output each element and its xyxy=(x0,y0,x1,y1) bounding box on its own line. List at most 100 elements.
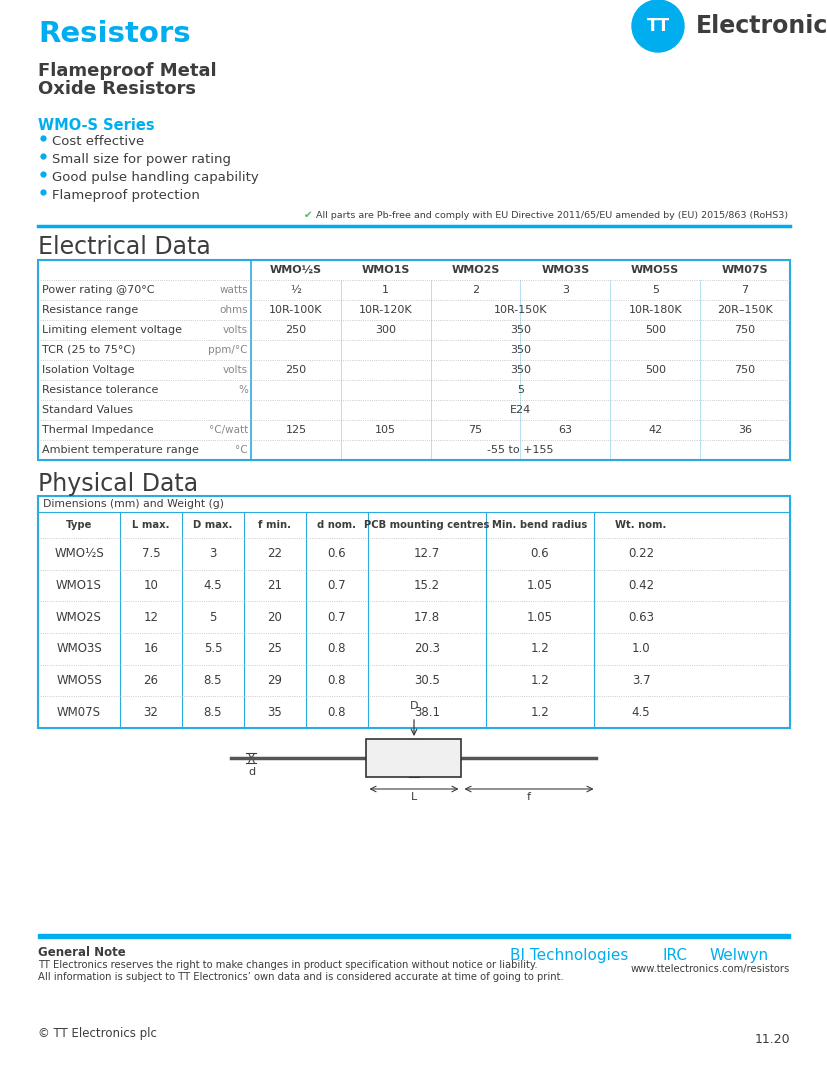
Text: WMO½S: WMO½S xyxy=(270,265,322,274)
Text: Standard Values: Standard Values xyxy=(42,405,133,415)
Text: Electrical Data: Electrical Data xyxy=(38,235,211,260)
Text: Cost effective: Cost effective xyxy=(52,135,144,148)
Text: TCR (25 to 75°C): TCR (25 to 75°C) xyxy=(42,345,136,355)
Text: Resistance tolerance: Resistance tolerance xyxy=(42,384,158,395)
Text: 10R-150K: 10R-150K xyxy=(493,305,547,315)
Text: 38.1: 38.1 xyxy=(414,706,439,719)
Text: 22: 22 xyxy=(267,547,282,561)
Text: Flameproof Metal: Flameproof Metal xyxy=(38,62,217,80)
Text: 25: 25 xyxy=(267,642,282,656)
Text: 350: 350 xyxy=(509,325,530,335)
Text: 75: 75 xyxy=(468,425,482,435)
Text: Ambient temperature range: Ambient temperature range xyxy=(42,445,198,455)
Text: TT: TT xyxy=(646,17,669,35)
Text: 30.5: 30.5 xyxy=(414,674,439,687)
Text: 0.7: 0.7 xyxy=(327,611,346,624)
Text: WMO½S: WMO½S xyxy=(54,547,103,561)
Text: 1.2: 1.2 xyxy=(530,706,548,719)
Text: 250: 250 xyxy=(285,325,306,335)
Text: 35: 35 xyxy=(267,706,282,719)
Text: °C: °C xyxy=(235,445,248,455)
Text: L max.: L max. xyxy=(132,520,170,530)
Text: PCB mounting centres: PCB mounting centres xyxy=(364,520,489,530)
Text: 26: 26 xyxy=(143,674,158,687)
Text: %: % xyxy=(238,384,248,395)
Text: 0.8: 0.8 xyxy=(327,674,346,687)
Text: 0.8: 0.8 xyxy=(327,706,346,719)
Text: 0.42: 0.42 xyxy=(627,579,653,592)
Text: Resistors: Resistors xyxy=(38,20,190,48)
Text: 750: 750 xyxy=(734,325,755,335)
Text: WMO5S: WMO5S xyxy=(630,265,679,274)
Text: -55 to +155: -55 to +155 xyxy=(486,445,553,455)
Text: 4.5: 4.5 xyxy=(631,706,649,719)
Text: 17.8: 17.8 xyxy=(414,611,439,624)
Text: ppm/°C: ppm/°C xyxy=(208,345,248,355)
Text: f: f xyxy=(526,792,530,802)
Text: 2: 2 xyxy=(471,285,479,295)
Text: 20.3: 20.3 xyxy=(414,642,439,656)
Text: 1.2: 1.2 xyxy=(530,674,548,687)
Text: General Note: General Note xyxy=(38,946,126,959)
Text: 10R-180K: 10R-180K xyxy=(628,305,681,315)
Text: 0.6: 0.6 xyxy=(327,547,346,561)
Text: Good pulse handling capability: Good pulse handling capability xyxy=(52,171,259,184)
Text: Electronics: Electronics xyxy=(696,14,827,38)
Text: WM07S: WM07S xyxy=(721,265,767,274)
Text: WMO2S: WMO2S xyxy=(451,265,500,274)
Text: Welwyn: Welwyn xyxy=(709,948,768,963)
Text: 32: 32 xyxy=(143,706,158,719)
Text: BI Technologies: BI Technologies xyxy=(509,948,628,963)
Text: 1.0: 1.0 xyxy=(631,642,649,656)
Text: D: D xyxy=(409,701,418,711)
Text: ✔: ✔ xyxy=(304,210,313,220)
Text: TT Electronics reserves the right to make changes in product specification witho: TT Electronics reserves the right to mak… xyxy=(38,960,537,970)
Text: Limiting element voltage: Limiting element voltage xyxy=(42,325,182,335)
Text: 4.5: 4.5 xyxy=(203,579,222,592)
Text: 36: 36 xyxy=(737,425,751,435)
Text: 10R-120K: 10R-120K xyxy=(358,305,412,315)
Text: Resistance range: Resistance range xyxy=(42,305,138,315)
Text: 12: 12 xyxy=(143,611,158,624)
Text: 7.5: 7.5 xyxy=(141,547,160,561)
Text: All information is subject to TT Electronics’ own data and is considered accurat: All information is subject to TT Electro… xyxy=(38,972,563,981)
Text: 125: 125 xyxy=(285,425,306,435)
Circle shape xyxy=(631,0,683,52)
Text: Small size for power rating: Small size for power rating xyxy=(52,153,231,166)
Text: WM07S: WM07S xyxy=(57,706,101,719)
Text: °C/watt: °C/watt xyxy=(208,425,248,435)
Text: 350: 350 xyxy=(509,365,530,375)
Text: 10R-100K: 10R-100K xyxy=(269,305,323,315)
Bar xyxy=(38,260,789,460)
Text: 29: 29 xyxy=(267,674,282,687)
Text: 0.22: 0.22 xyxy=(627,547,653,561)
Bar xyxy=(38,934,789,938)
Text: Physical Data: Physical Data xyxy=(38,472,198,496)
Text: 105: 105 xyxy=(375,425,396,435)
Text: 3: 3 xyxy=(209,547,217,561)
Text: ½: ½ xyxy=(290,285,301,295)
Text: www.ttelectronics.com/resistors: www.ttelectronics.com/resistors xyxy=(630,964,789,974)
Text: 1.2: 1.2 xyxy=(530,642,548,656)
Text: Thermal Impedance: Thermal Impedance xyxy=(42,425,154,435)
Text: Min. bend radius: Min. bend radius xyxy=(492,520,587,530)
Text: 21: 21 xyxy=(267,579,282,592)
Text: 500: 500 xyxy=(644,365,665,375)
Text: 5: 5 xyxy=(516,384,523,395)
Text: 0.63: 0.63 xyxy=(627,611,653,624)
Text: D max.: D max. xyxy=(193,520,232,530)
Text: 11.20: 11.20 xyxy=(753,1033,789,1046)
Text: watts: watts xyxy=(219,285,248,295)
Text: IRC: IRC xyxy=(662,948,687,963)
Text: 750: 750 xyxy=(734,365,755,375)
Text: 250: 250 xyxy=(285,365,306,375)
Text: 5: 5 xyxy=(209,611,217,624)
Text: Power rating @70°C: Power rating @70°C xyxy=(42,285,155,295)
Text: 10: 10 xyxy=(143,579,158,592)
Text: 16: 16 xyxy=(143,642,158,656)
Text: E24: E24 xyxy=(509,405,530,415)
Text: 15.2: 15.2 xyxy=(414,579,439,592)
Text: WMO5S: WMO5S xyxy=(56,674,102,687)
Text: WMO1S: WMO1S xyxy=(56,579,102,592)
Text: 42: 42 xyxy=(648,425,662,435)
